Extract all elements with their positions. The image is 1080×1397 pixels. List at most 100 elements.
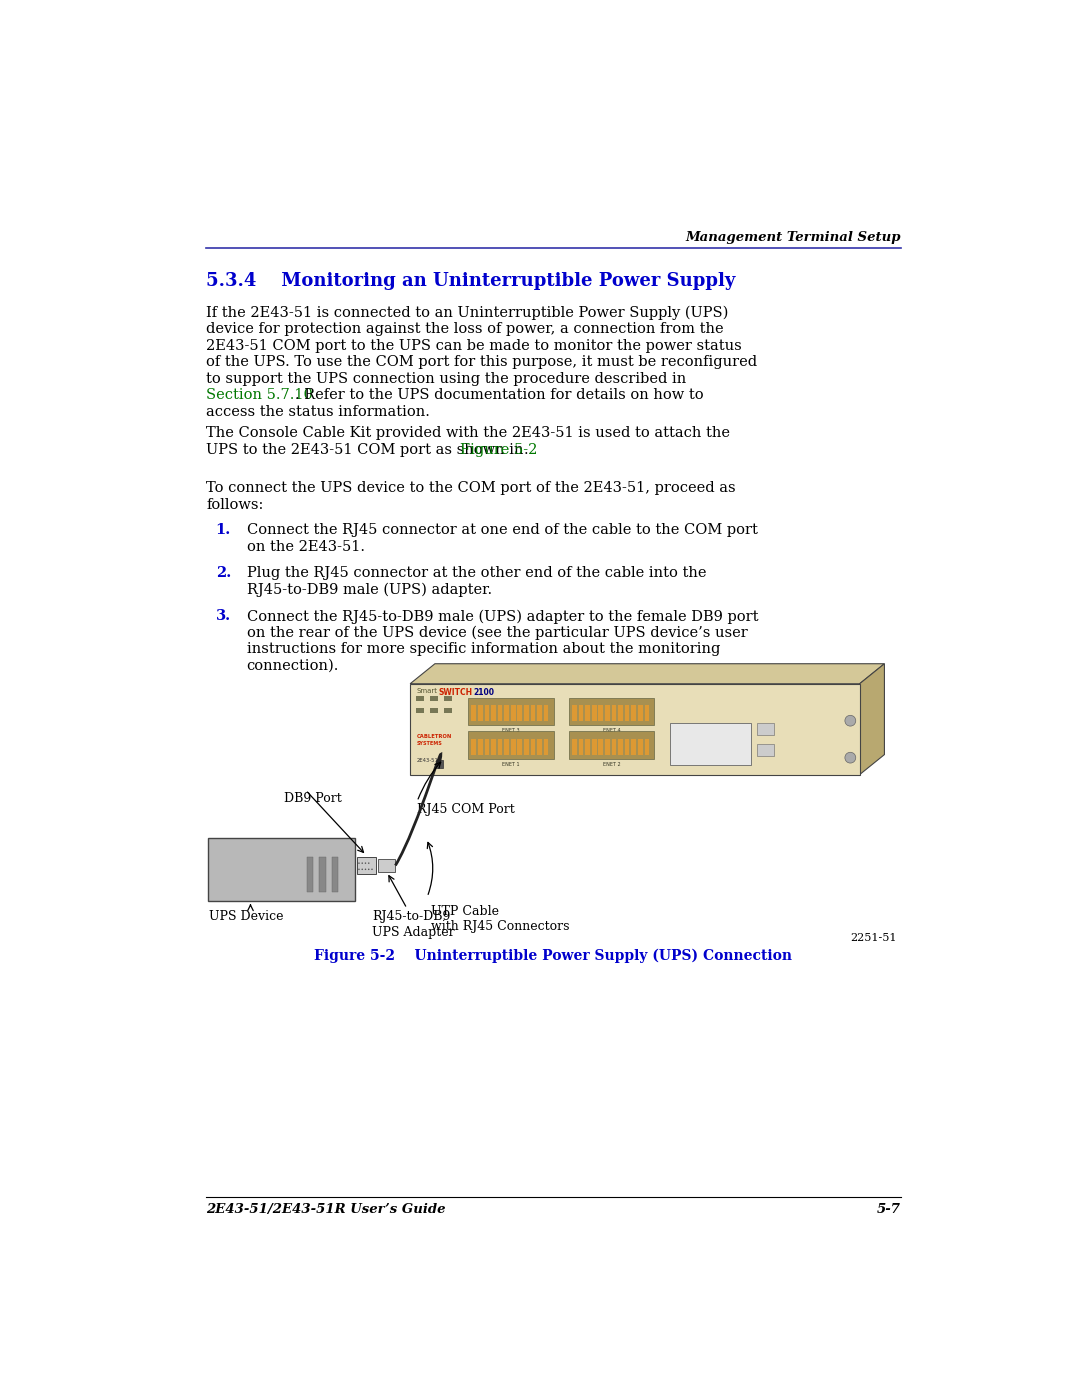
Bar [625, 739, 630, 754]
Bar [416, 708, 424, 712]
Polygon shape [860, 664, 885, 774]
Bar [757, 724, 774, 735]
Bar [638, 739, 643, 754]
Bar [469, 732, 554, 759]
Circle shape [372, 869, 373, 870]
Bar [511, 739, 515, 754]
Text: SYSTEMS: SYSTEMS [416, 742, 442, 746]
Bar [585, 705, 590, 721]
Bar [530, 739, 536, 754]
Text: with RJ45 Connectors: with RJ45 Connectors [431, 921, 569, 933]
Bar [569, 732, 654, 759]
Text: Figure 5-2: Figure 5-2 [460, 443, 537, 457]
Text: UPS Device: UPS Device [210, 909, 284, 923]
Bar [504, 705, 509, 721]
Bar [569, 697, 654, 725]
Bar [498, 739, 502, 754]
Text: Connect the RJ45 connector at one end of the cable to the COM port: Connect the RJ45 connector at one end of… [246, 522, 757, 538]
Bar [511, 705, 515, 721]
Text: UTP Cable: UTP Cable [431, 905, 499, 918]
Bar [611, 705, 617, 721]
Text: 5.3.4    Monitoring an Uninterruptible Power Supply: 5.3.4 Monitoring an Uninterruptible Powe… [206, 271, 735, 289]
Bar [430, 708, 438, 712]
Text: 2251-51: 2251-51 [850, 933, 896, 943]
Polygon shape [410, 664, 885, 683]
Bar [444, 696, 451, 701]
Bar [378, 859, 395, 872]
Bar [478, 739, 483, 754]
Text: access the status information.: access the status information. [206, 405, 430, 419]
Text: ENET 4: ENET 4 [603, 728, 620, 733]
Text: 2E43-51: 2E43-51 [416, 759, 438, 763]
Bar [645, 739, 649, 754]
Text: instructions for more specific information about the monitoring: instructions for more specific informati… [246, 643, 720, 657]
Bar [757, 743, 774, 756]
Bar [605, 739, 610, 754]
Bar [632, 705, 636, 721]
Bar [618, 739, 623, 754]
Text: Connect the RJ45-to-DB9 male (UPS) adapter to the female DB9 port: Connect the RJ45-to-DB9 male (UPS) adapt… [246, 609, 758, 623]
Text: connection).: connection). [246, 659, 339, 673]
Circle shape [362, 869, 363, 870]
Bar [579, 705, 583, 721]
Text: To connect the UPS device to the COM port of the 2E43-51, proceed as: To connect the UPS device to the COM por… [206, 481, 735, 495]
Text: Management Terminal Setup: Management Terminal Setup [685, 231, 901, 244]
Text: UPS to the 2E43-51 COM port as shown in: UPS to the 2E43-51 COM port as shown in [206, 443, 528, 457]
Text: RJ45 COM Port: RJ45 COM Port [417, 803, 515, 816]
Text: RJ45-to-DB9 male (UPS) adapter.: RJ45-to-DB9 male (UPS) adapter. [246, 583, 491, 597]
Text: 5-7: 5-7 [877, 1203, 901, 1217]
Text: 3.: 3. [216, 609, 231, 623]
Text: follows:: follows: [206, 497, 264, 511]
Text: 2.: 2. [216, 566, 231, 580]
Text: The Console Cable Kit provided with the 2E43-51 is used to attach the: The Console Cable Kit provided with the … [206, 426, 730, 440]
Text: Plug the RJ45 connector at the other end of the cable into the: Plug the RJ45 connector at the other end… [246, 566, 706, 580]
Bar [592, 705, 596, 721]
Circle shape [362, 862, 363, 863]
Circle shape [365, 869, 366, 870]
Bar [430, 696, 438, 701]
Bar [611, 739, 617, 754]
Text: Smart: Smart [416, 689, 437, 694]
Text: RJ45-to-DB9: RJ45-to-DB9 [373, 909, 450, 923]
Text: on the 2E43-51.: on the 2E43-51. [246, 539, 365, 553]
Circle shape [365, 862, 366, 863]
Text: ENET 1: ENET 1 [502, 763, 519, 767]
Text: of the UPS. To use the COM port for this purpose, it must be reconfigured: of the UPS. To use the COM port for this… [206, 355, 757, 369]
Text: If the 2E43-51 is connected to an Uninterruptible Power Supply (UPS): If the 2E43-51 is connected to an Uninte… [206, 306, 729, 320]
Bar [524, 705, 529, 721]
Text: Figure 5-2    Uninterruptible Power Supply (UPS) Connection: Figure 5-2 Uninterruptible Power Supply … [314, 949, 793, 963]
Bar [537, 705, 542, 721]
Bar [517, 705, 522, 721]
Text: CABLETRON: CABLETRON [416, 733, 451, 739]
Bar [471, 739, 476, 754]
Circle shape [359, 862, 360, 863]
Bar [332, 856, 338, 891]
Text: on the rear of the UPS device (see the particular UPS device’s user: on the rear of the UPS device (see the p… [246, 626, 747, 640]
Bar [517, 739, 522, 754]
Bar [320, 856, 326, 891]
Bar [625, 705, 630, 721]
Bar [544, 739, 549, 754]
Bar [530, 705, 536, 721]
Bar [491, 705, 496, 721]
Bar [598, 705, 603, 721]
Bar [469, 697, 554, 725]
Bar [444, 708, 451, 712]
Circle shape [368, 869, 369, 870]
Bar [207, 838, 355, 901]
Bar [572, 705, 577, 721]
Circle shape [845, 715, 855, 726]
Bar [436, 760, 443, 768]
Bar [416, 696, 424, 701]
Bar [307, 856, 313, 891]
Bar [537, 739, 542, 754]
Text: UPS Adapter: UPS Adapter [373, 926, 455, 939]
Text: 2100: 2100 [473, 689, 494, 697]
Text: 2E43-51/2E43-51R User’s Guide: 2E43-51/2E43-51R User’s Guide [206, 1203, 446, 1217]
Text: . Refer to the UPS documentation for details on how to: . Refer to the UPS documentation for det… [295, 388, 703, 402]
Circle shape [359, 869, 360, 870]
Bar [645, 705, 649, 721]
Bar [410, 683, 860, 774]
Text: DB9 Port: DB9 Port [284, 792, 341, 805]
Bar [579, 739, 583, 754]
